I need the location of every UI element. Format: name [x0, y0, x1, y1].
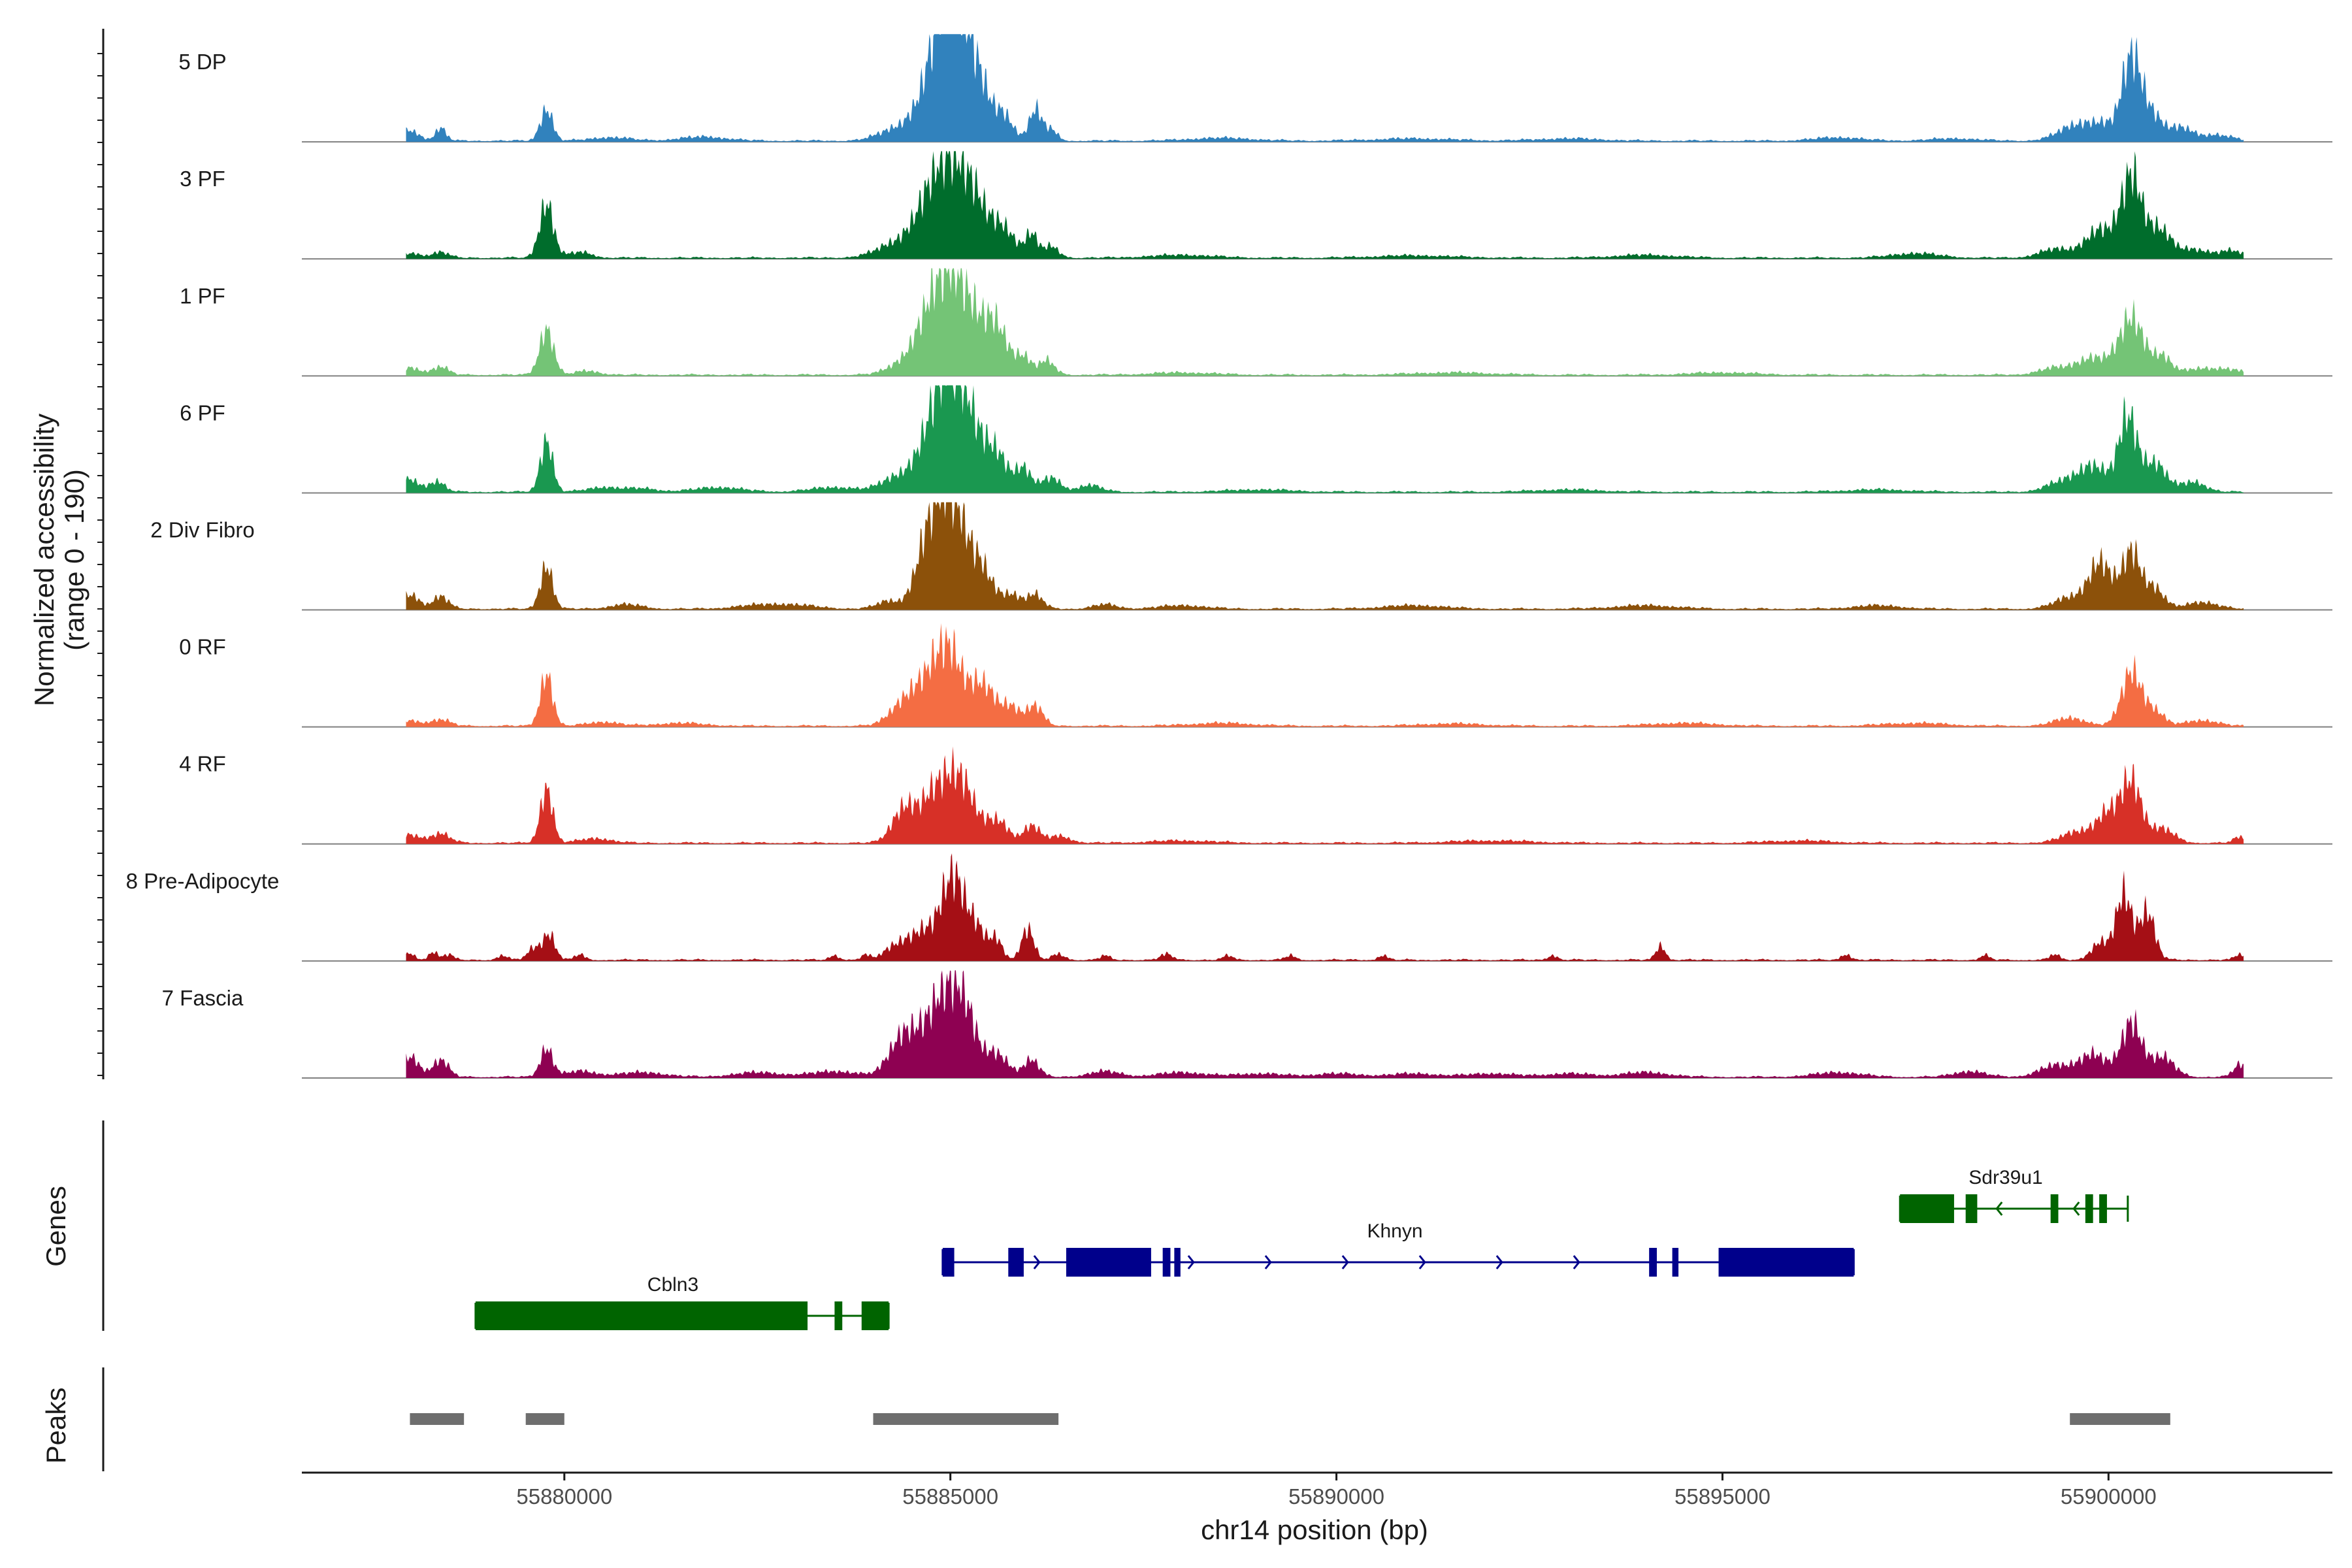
- track-2-div-fibro: 2 Div Fibro: [150, 502, 2332, 610]
- track-label: 3 PF: [180, 167, 225, 191]
- gene-sdr39u1: Sdr39u1: [1900, 1167, 2128, 1223]
- gene-exon: [2051, 1194, 2059, 1223]
- track-area: [406, 385, 2244, 493]
- genes-track-label: Genes: [41, 1186, 71, 1267]
- track-label: 1 PF: [180, 284, 225, 308]
- track-label: 5 DP: [178, 50, 226, 74]
- peak-region: [2070, 1413, 2170, 1425]
- peak-region: [873, 1413, 1058, 1425]
- track-0-rf: 0 RF: [179, 623, 2332, 727]
- gene-exon: [1163, 1248, 1171, 1277]
- track-area: [406, 269, 2244, 376]
- track-3-pf: 3 PF: [180, 151, 2332, 259]
- gene-exon: [1719, 1248, 1854, 1277]
- track-area: [406, 151, 2244, 259]
- y-axis-title-range: (range 0 - 190): [59, 469, 90, 651]
- coverage-plot: 5 DP 3 PF 1 PF 6 PF 2 Div Fibro 0 RF 4 RF 8 Pre…: [0, 0, 2352, 1568]
- y-axis-title-main: Normalized accessibility: [29, 414, 59, 706]
- track-area: [406, 623, 2244, 727]
- track-label: 8 Pre-Adipocyte: [126, 869, 280, 893]
- gene-exon: [834, 1301, 842, 1330]
- peaks-track-label: Peaks: [41, 1388, 71, 1464]
- peaks-panel: Peaks: [41, 1367, 2170, 1471]
- gene-exon: [2085, 1194, 2093, 1223]
- gene-exon: [1673, 1248, 1678, 1277]
- peak-region: [526, 1413, 564, 1425]
- y-axis: [97, 29, 103, 1079]
- x-tick-label: 55900000: [2061, 1484, 2157, 1509]
- track-6-pf: 6 PF: [180, 385, 2332, 493]
- gene-exon: [1649, 1248, 1657, 1277]
- peak-region: [410, 1413, 464, 1425]
- track-label: 2 Div Fibro: [150, 518, 255, 542]
- genes-panel: Genes Sdr39u1 Khnyn Cbln3: [41, 1120, 2128, 1331]
- track-label: 0 RF: [179, 635, 226, 659]
- track-4-rf: 4 RF: [179, 746, 2332, 843]
- gene-khnyn: Khnyn: [943, 1220, 1854, 1277]
- track-area: [406, 34, 2244, 142]
- x-tick-label: 55895000: [1674, 1484, 1771, 1509]
- gene-exon: [476, 1301, 808, 1330]
- track-7-fascia: 7 Fascia: [162, 970, 2332, 1078]
- track-5-dp: 5 DP: [178, 34, 2332, 142]
- gene-exon: [1008, 1248, 1024, 1277]
- gene-label: Sdr39u1: [1968, 1167, 2042, 1188]
- track-area: [406, 502, 2244, 610]
- gene-exon: [1966, 1194, 1978, 1223]
- gene-label: Cbln3: [647, 1274, 698, 1296]
- x-tick-label: 55880000: [516, 1484, 612, 1509]
- x-tick-label: 55890000: [1288, 1484, 1384, 1509]
- gene-cbln3: Cbln3: [476, 1274, 889, 1330]
- track-area: [406, 853, 2244, 961]
- coverage-tracks: 5 DP 3 PF 1 PF 6 PF 2 Div Fibro 0 RF 4 RF 8 Pre…: [97, 29, 2332, 1079]
- gene-exon: [2099, 1194, 2107, 1223]
- gene-exon: [1174, 1248, 1180, 1277]
- gene-exon: [1066, 1248, 1151, 1277]
- x-tick-label: 55885000: [902, 1484, 998, 1509]
- gene-exon: [862, 1301, 889, 1330]
- x-axis-title: chr14 position (bp): [1201, 1514, 1428, 1545]
- track-8-pre-adipocyte: 8 Pre-Adipocyte: [126, 853, 2332, 961]
- gene-exon: [943, 1248, 955, 1277]
- y-axis-title: Normalized accessibility (range 0 - 190): [29, 414, 90, 706]
- track-1-pf: 1 PF: [180, 269, 2332, 376]
- gene-label: Khnyn: [1367, 1220, 1422, 1242]
- track-area: [406, 970, 2244, 1078]
- track-label: 4 RF: [179, 752, 226, 776]
- track-label: 7 Fascia: [162, 986, 244, 1010]
- track-label: 6 PF: [180, 400, 225, 425]
- track-area: [406, 746, 2244, 843]
- gene-exon: [1900, 1194, 1954, 1223]
- x-axis: chr14 position (bp) 55880000 55885000 5589…: [302, 1473, 2332, 1545]
